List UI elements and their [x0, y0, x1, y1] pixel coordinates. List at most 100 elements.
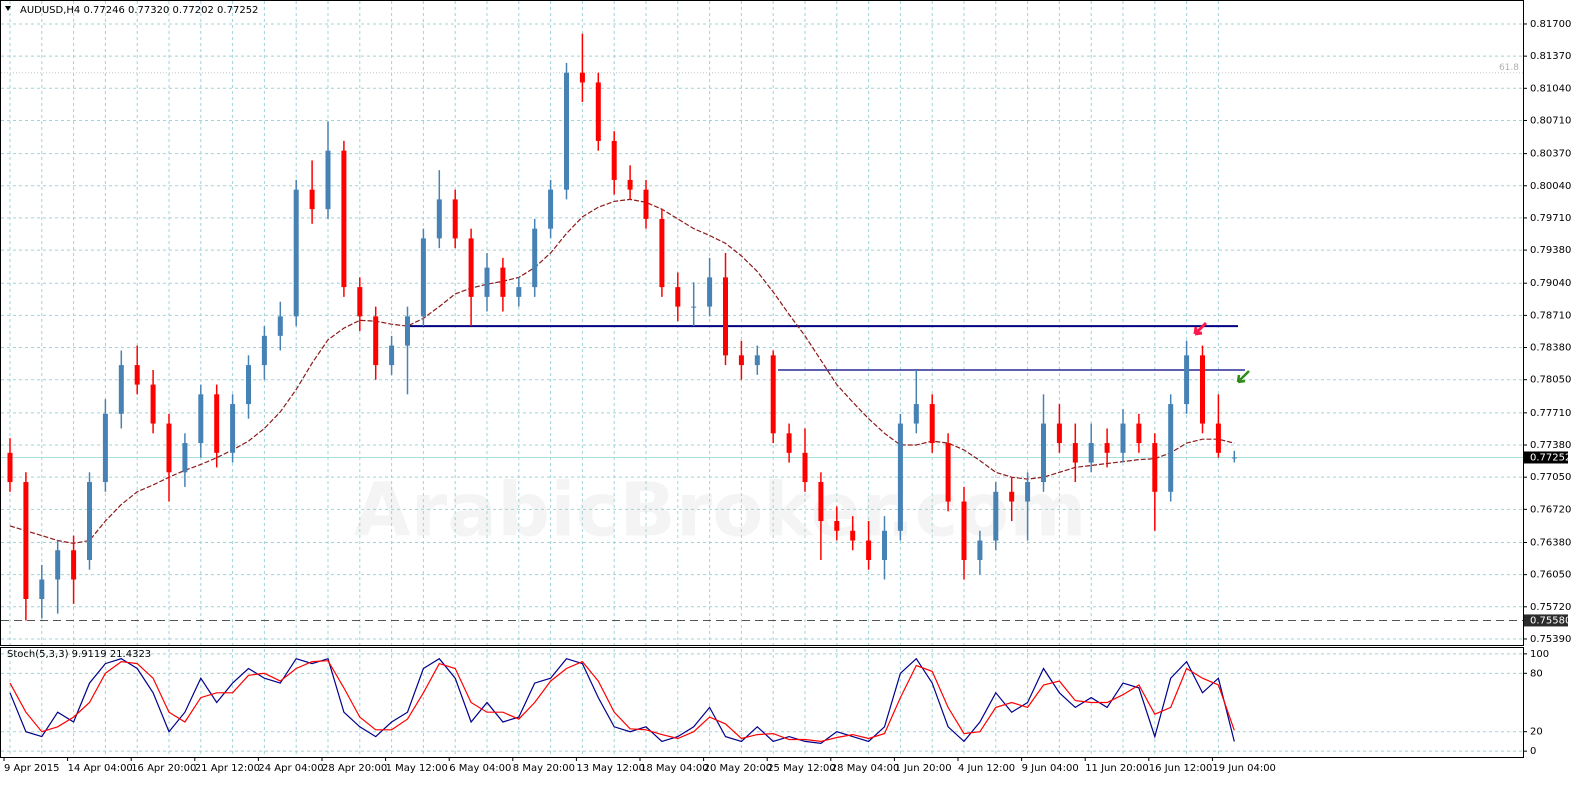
candle-body: [1120, 423, 1126, 453]
oscillator-line: [9, 657, 1235, 745]
x-tick-label: 1 Jun 20:00: [894, 763, 951, 774]
y-tick-label: 0.77710: [1530, 408, 1571, 419]
y-tick-label: 0.76380: [1530, 537, 1571, 548]
candle-body: [595, 82, 601, 141]
candle-body: [55, 550, 61, 580]
y-tick-label: 0.78380: [1530, 343, 1571, 354]
candle-body: [484, 267, 490, 297]
y-tick-label: 0.77050: [1530, 472, 1571, 483]
candle-body: [1152, 443, 1158, 492]
candle-body: [691, 306, 697, 308]
x-tick-label: 8 May 20:00: [513, 763, 575, 774]
candle-body: [7, 452, 13, 483]
candle-body: [1056, 423, 1062, 444]
candle-body: [166, 423, 172, 473]
candle-body: [627, 179, 633, 190]
candle-body: [913, 404, 919, 424]
candle-body: [71, 550, 77, 580]
candle-body: [420, 238, 426, 317]
candle-body: [564, 72, 569, 190]
x-tick-label: 6 May 04:00: [449, 763, 511, 774]
candle-body: [325, 150, 331, 210]
candle-body: [389, 345, 395, 366]
x-tick-label: 11 Jun 20:00: [1085, 763, 1149, 774]
x-tick-label: 14 Apr 04:00: [68, 763, 133, 774]
candle-body: [102, 413, 108, 483]
y-tick-label: 0.81040: [1530, 83, 1571, 94]
candle-body: [1104, 443, 1110, 453]
candle-body: [659, 218, 665, 288]
x-tick-label: 13 May 12:00: [576, 763, 645, 774]
x-tick-label: 25 May 12:00: [767, 763, 836, 774]
x-tick-label: 21 Apr 12:00: [195, 763, 260, 774]
green-arrow: [1236, 370, 1250, 384]
y-tick-label: 0.79040: [1530, 278, 1571, 289]
candle-body: [834, 521, 840, 531]
y-tick-label: 0.80370: [1530, 149, 1571, 160]
candle-body: [897, 423, 903, 531]
candle-body: [341, 150, 347, 288]
y-tick-label: 0.75720: [1530, 602, 1571, 613]
candle-body: [818, 482, 824, 522]
candle-body: [405, 316, 410, 346]
candle-body: [1025, 482, 1031, 502]
candle-body: [246, 365, 251, 405]
candle-body: [770, 355, 776, 434]
candle-body: [1088, 443, 1094, 463]
chart-layer: ArabicBroker.com 0.75390 0.75720 0.76050 0.7…: [1, 1, 1571, 774]
y-tick-label: 0.76720: [1530, 504, 1571, 515]
candle-body: [786, 433, 792, 453]
y-tick-label: 0.80710: [1530, 115, 1571, 126]
candle-body: [675, 287, 681, 307]
candle-body: [277, 316, 283, 336]
x-tick-label: 9 Jun 04:00: [1022, 763, 1079, 774]
candle-body: [548, 189, 554, 229]
x-tick-label: 28 Apr 20:00: [322, 763, 387, 774]
candle-body: [1072, 443, 1078, 463]
candle-body: [373, 316, 379, 366]
candle-body: [850, 530, 856, 541]
candle-body: [214, 394, 220, 453]
candle-body: [1215, 423, 1221, 453]
candle-body: [150, 384, 156, 424]
main-frame: [0, 0, 1524, 646]
candle-body: [357, 287, 363, 317]
x-tick-label: 16 Apr 20:00: [131, 763, 196, 774]
candle-body: [707, 277, 713, 307]
y-tick-label: 80: [1530, 668, 1543, 679]
y-tick-label: 0.77380: [1530, 440, 1571, 451]
candle-body: [23, 482, 29, 599]
moving-average: [9, 198, 1235, 545]
candle-body: [1136, 423, 1142, 444]
y-tick-label: 0.75390: [1530, 634, 1571, 645]
x-tick-label: 24 Apr 04:00: [258, 763, 323, 774]
candle-body: [452, 199, 458, 239]
y-tick-label: 0.78710: [1530, 310, 1571, 321]
candle-body: [134, 365, 140, 385]
red-arrow: [1193, 321, 1208, 336]
candle-body: [802, 452, 808, 483]
candle-body: [977, 540, 983, 561]
candle-body: [293, 189, 299, 317]
x-tick-label: 19 Jun 04:00: [1212, 763, 1276, 774]
support-label: 0.75580: [1530, 615, 1571, 626]
fib-label: 61.8: [1499, 63, 1519, 73]
candle-body: [230, 404, 236, 453]
candle-body: [723, 277, 728, 356]
y-tick-label: 0.81370: [1530, 51, 1571, 62]
candle-body: [182, 443, 188, 473]
candle-body: [500, 267, 506, 297]
oscillator-line: [9, 660, 1235, 743]
y-tick-label: 0.76050: [1530, 570, 1571, 581]
x-tick-label: 9 Apr 2015: [4, 763, 59, 774]
candle-body: [39, 579, 45, 599]
candle-body: [738, 355, 744, 366]
x-tick-label: 4 Jun 12:00: [958, 763, 1015, 774]
x-tick-label: 16 Jun 12:00: [1149, 763, 1213, 774]
chart-title: AUDUSD,H4 0.77246 0.77320 0.77202 0.7725…: [20, 5, 258, 16]
y-tick-label: 0.79380: [1530, 245, 1571, 256]
candle-body: [198, 394, 204, 444]
last-price-label: 0.77252: [1530, 452, 1571, 463]
candle-body: [961, 501, 967, 561]
